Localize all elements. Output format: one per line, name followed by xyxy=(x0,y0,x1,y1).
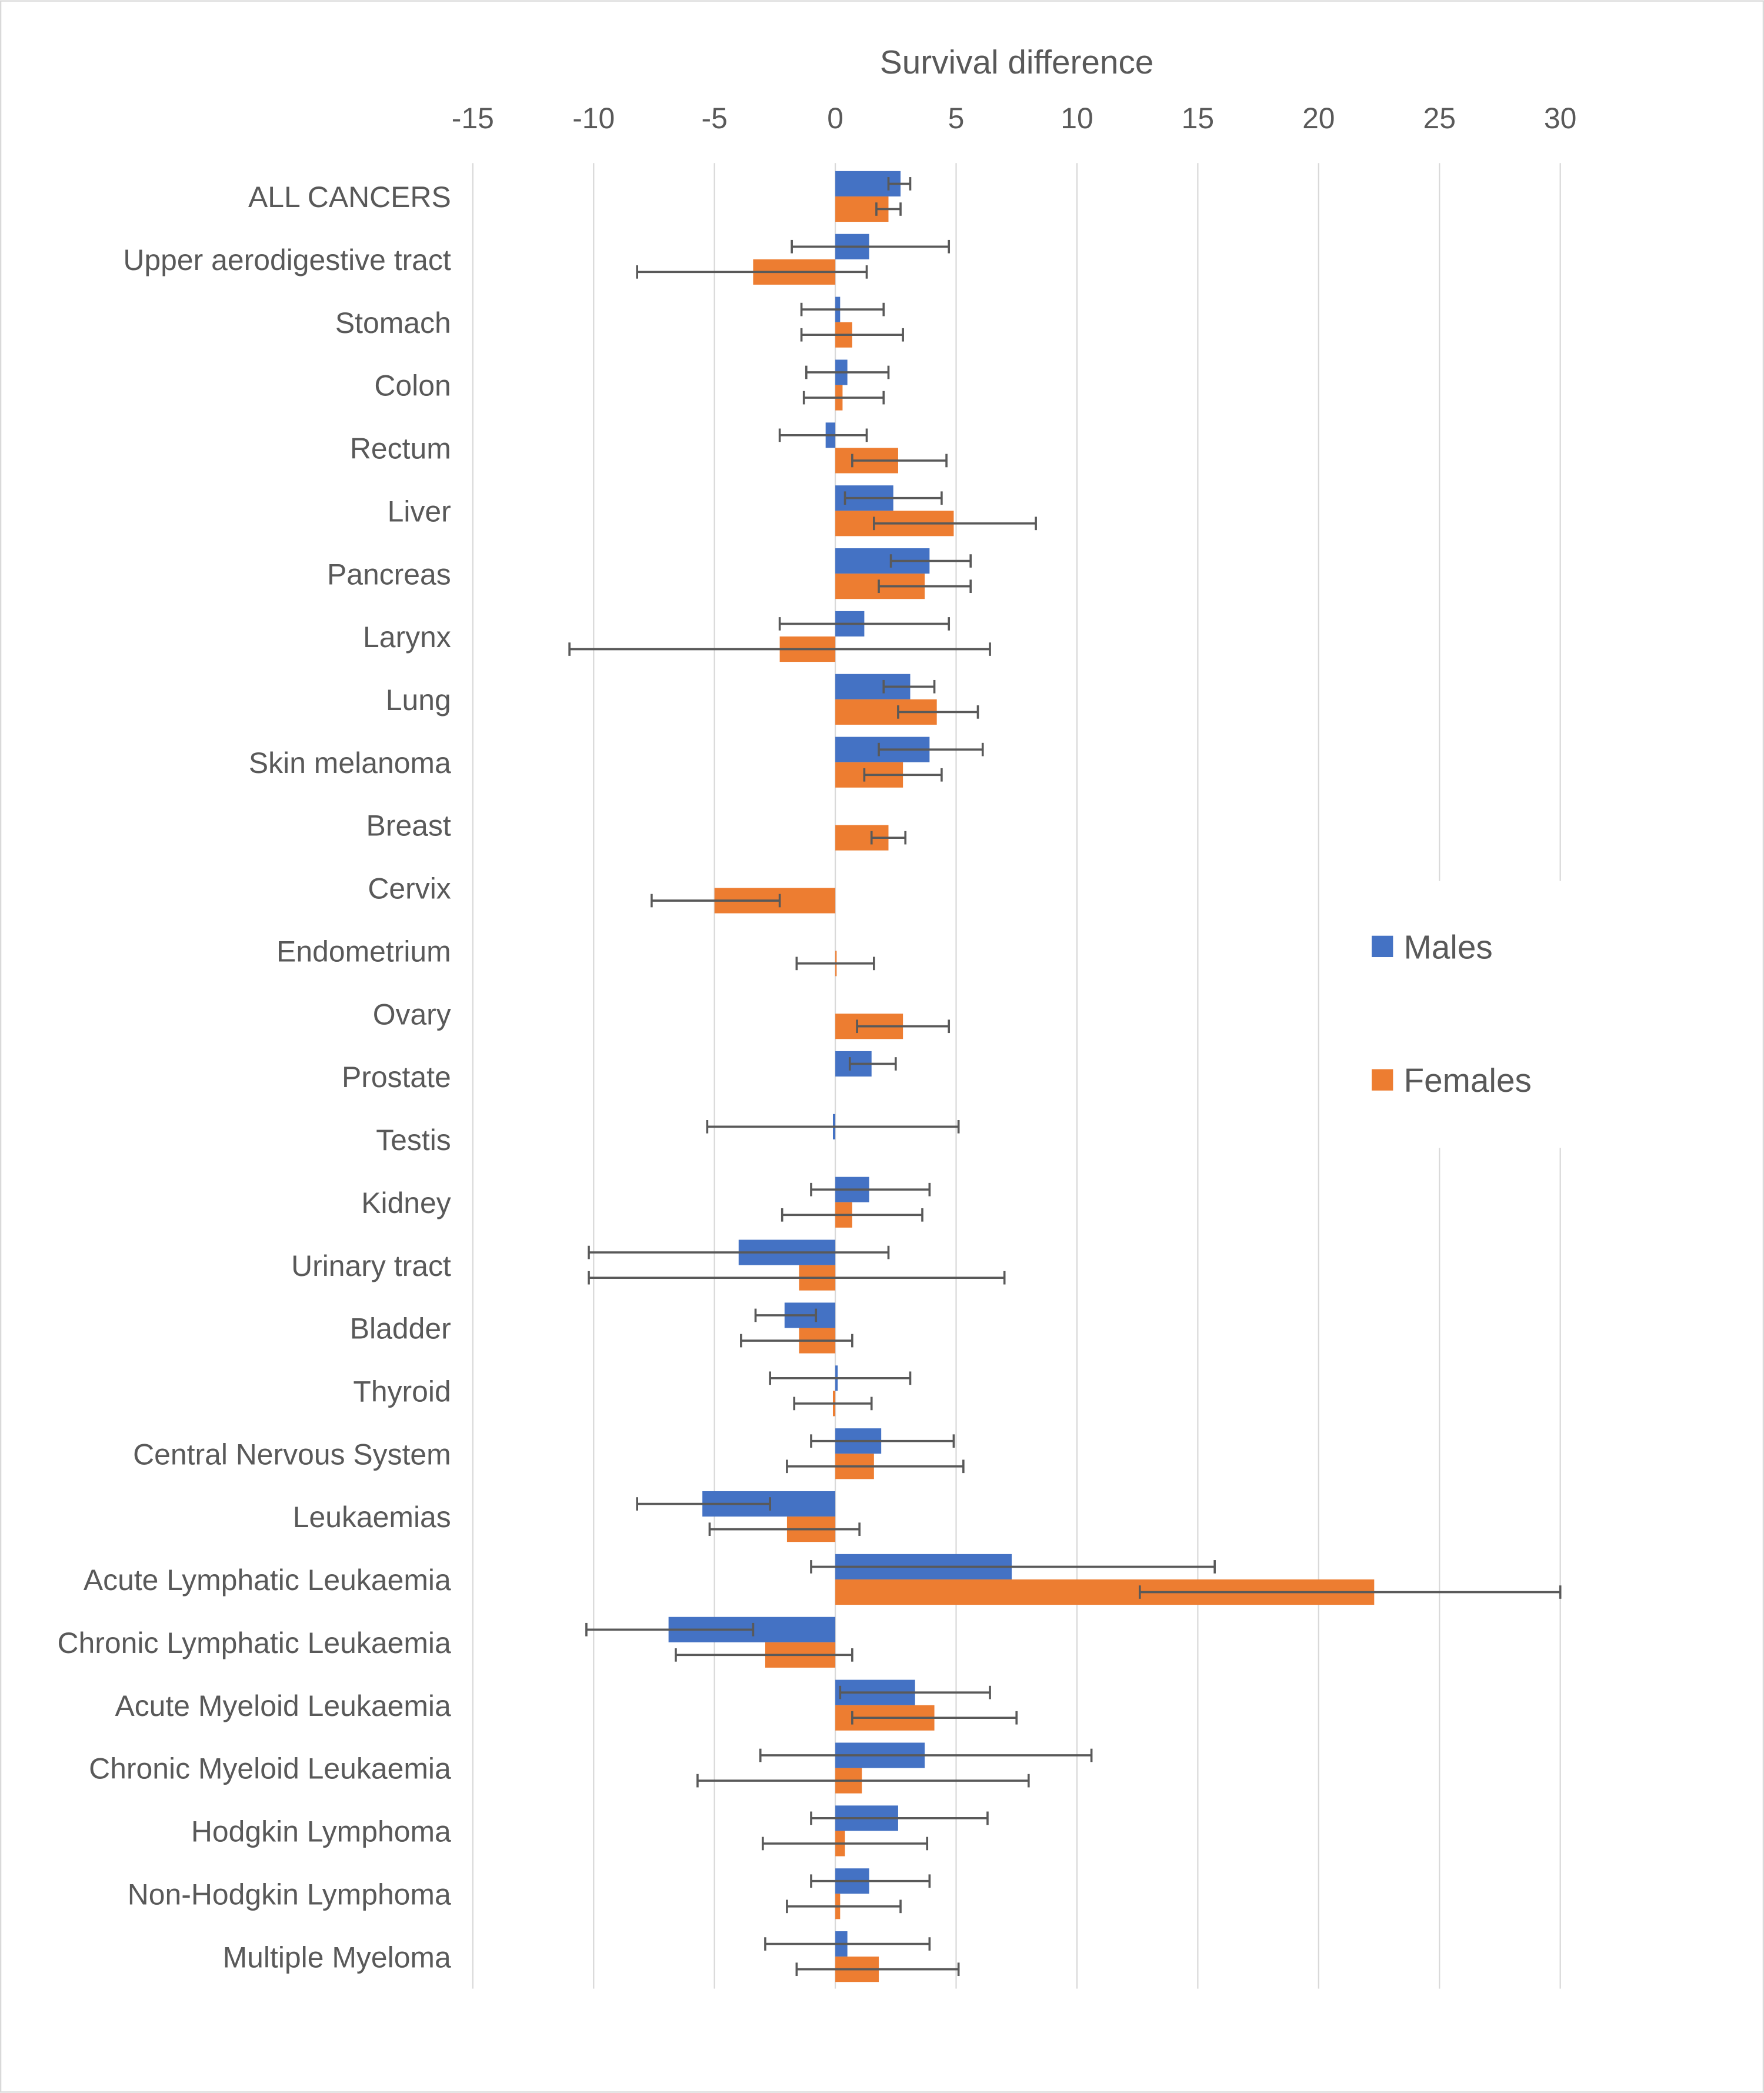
legend-swatch-males xyxy=(1372,935,1393,958)
x-tick-label: 25 xyxy=(1423,102,1456,135)
error-bars xyxy=(568,177,1562,1977)
category-label: Colon xyxy=(374,369,451,402)
category-label: Chronic Lymphatic Leukaemia xyxy=(58,1627,451,1659)
category-label: Upper aerodigestive tract xyxy=(123,244,451,276)
category-label: Cervix xyxy=(368,872,451,905)
category-label: Hodgkin Lymphoma xyxy=(191,1815,451,1848)
category-label: Central Nervous System xyxy=(133,1438,451,1471)
x-tick-label: -15 xyxy=(452,102,494,135)
category-label: Liver xyxy=(388,495,451,528)
category-label: Acute Lymphatic Leukaemia xyxy=(84,1564,451,1597)
category-label: Lung xyxy=(386,684,451,716)
x-tick-label: 15 xyxy=(1182,102,1215,135)
category-label: Skin melanoma xyxy=(249,746,451,779)
category-label: Bladder xyxy=(350,1312,451,1345)
legend-label-males: Males xyxy=(1403,929,1492,966)
x-tick-label: 10 xyxy=(1061,102,1093,135)
chart-title: Survival difference xyxy=(880,44,1153,81)
category-label: Rectum xyxy=(350,432,451,465)
x-tick-label: 20 xyxy=(1302,102,1335,135)
category-label: Pancreas xyxy=(327,558,451,591)
legend: Males Females xyxy=(1340,881,1568,1148)
legend-background xyxy=(1340,881,1568,1148)
category-label: Prostate xyxy=(342,1061,451,1094)
category-label: Kidney xyxy=(361,1187,451,1219)
x-tick-label: 30 xyxy=(1544,102,1577,135)
x-tick-label: 0 xyxy=(827,102,843,135)
x-tick-label: -5 xyxy=(701,102,727,135)
category-label: Urinary tract xyxy=(291,1249,451,1282)
category-label: Multiple Myeloma xyxy=(223,1941,451,1974)
category-label: ALL CANCERS xyxy=(248,181,451,214)
category-label: Stomach xyxy=(335,306,451,339)
x-tick-label: -10 xyxy=(572,102,615,135)
x-tick-label: 5 xyxy=(948,102,965,135)
category-label: Testis xyxy=(376,1124,451,1157)
category-label: Ovary xyxy=(373,998,451,1031)
category-label: Acute Myeloid Leukaemia xyxy=(115,1689,451,1722)
category-label: Leukaemias xyxy=(293,1501,451,1534)
category-label: Non-Hodgkin Lymphoma xyxy=(128,1878,451,1911)
legend-label-females: Females xyxy=(1403,1062,1531,1099)
category-label: Breast xyxy=(366,809,451,842)
category-label: Thyroid xyxy=(353,1375,451,1408)
x-axis-ticks: -15 -10 -5 0 5 10 15 20 25 30 xyxy=(452,102,1577,135)
category-label: Chronic Myeloid Leukaemia xyxy=(89,1752,451,1785)
legend-swatch-females xyxy=(1372,1069,1393,1091)
category-label: Endometrium xyxy=(276,935,451,968)
category-label: Larynx xyxy=(363,621,451,654)
category-labels: ALL CANCERS Upper aerodigestive tract Stom… xyxy=(58,181,451,1974)
